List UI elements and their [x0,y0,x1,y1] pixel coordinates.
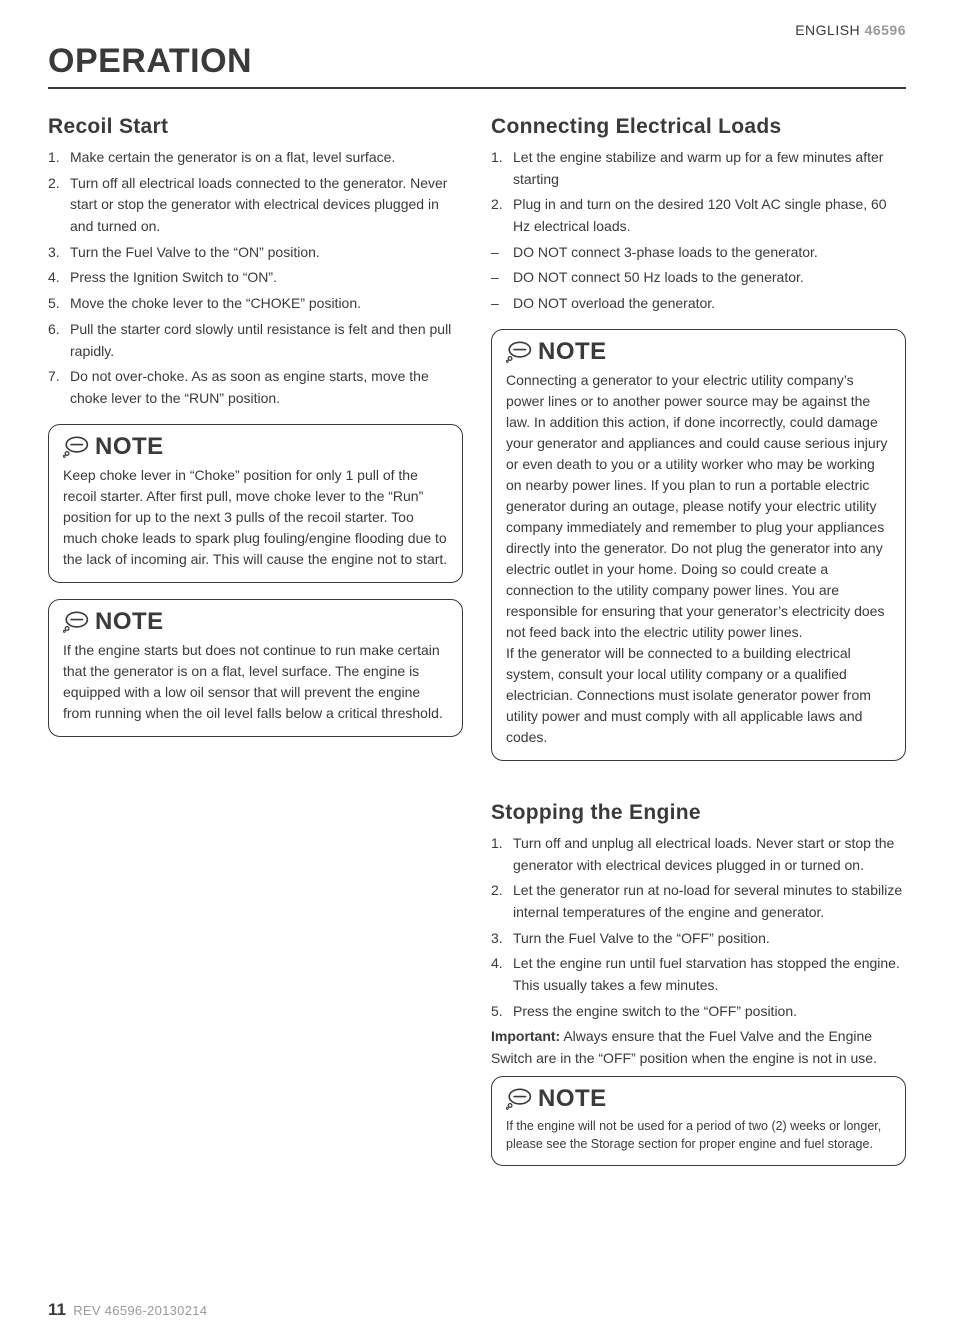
note-header: NOTE [506,338,891,366]
list-item: Let the generator run at no-load for sev… [491,880,906,923]
list-item: Turn the Fuel Valve to the “OFF” positio… [491,928,906,950]
list-item: Press the Ignition Switch to “ON”. [48,267,463,289]
note-storage: NOTE If the engine will not be used for … [491,1076,906,1166]
note-paragraph: Connecting a generator to your electric … [506,372,887,640]
note-choke: NOTE Keep choke lever in “Choke” positio… [48,424,463,583]
list-item: Make certain the generator is on a flat,… [48,147,463,169]
note-body: If the engine will not be used for a per… [506,1117,891,1153]
header-model-number: 46596 [865,22,906,38]
note-paragraph: If the generator will be connected to a … [506,645,871,745]
header-language: ENGLISH [795,22,860,38]
list-item: Move the choke lever to the “CHOKE” posi… [48,293,463,315]
note-label: NOTE [95,433,164,461]
list-item: Turn off and unplug all electrical loads… [491,833,906,876]
note-utility: NOTE Connecting a generator to your elec… [491,329,906,761]
stopping-engine-list: Turn off and unplug all electrical loads… [491,833,906,1023]
list-item: Turn off all electrical loads connected … [48,173,463,238]
do-not-list: DO NOT connect 3-phase loads to the gene… [491,242,906,315]
note-body: If the engine starts but does not contin… [63,640,448,724]
note-low-oil: NOTE If the engine starts but does not c… [48,599,463,737]
list-item: DO NOT overload the generator. [491,293,906,315]
note-header: NOTE [63,608,448,636]
note-label: NOTE [538,338,607,366]
note-body: Keep choke lever in “Choke” position for… [63,465,448,570]
note-header: NOTE [63,433,448,461]
list-item: Let the engine run until fuel starvation… [491,953,906,996]
note-body: Connecting a generator to your electric … [506,370,891,748]
thought-bubble-icon [63,611,89,633]
left-column: Recoil Start Make certain the generator … [48,115,463,1166]
footer: 11 REV 46596-20130214 [48,1300,207,1320]
content-columns: Recoil Start Make certain the generator … [48,115,906,1166]
list-item: Press the engine switch to the “OFF” pos… [491,1001,906,1023]
note-label: NOTE [538,1085,607,1113]
thought-bubble-icon [506,1088,532,1110]
page-number: 11 [48,1300,66,1319]
list-item: Let the engine stabilize and warm up for… [491,147,906,190]
revision-code: REV 46596-20130214 [73,1303,207,1318]
list-item: Pull the starter cord slowly until resis… [48,319,463,362]
recoil-start-list: Make certain the generator is on a flat,… [48,147,463,410]
note-label: NOTE [95,608,164,636]
page-title: OPERATION [48,42,906,89]
important-paragraph: Important: Always ensure that the Fuel V… [491,1026,906,1069]
thought-bubble-icon [506,341,532,363]
note-header: NOTE [506,1085,891,1113]
right-column: Connecting Electrical Loads Let the engi… [491,115,906,1166]
header-model: ENGLISH 46596 [48,22,906,38]
list-item: Do not over-choke. As as soon as engine … [48,366,463,409]
important-label: Important: [491,1028,560,1044]
list-item: Turn the Fuel Valve to the “ON” position… [48,242,463,264]
connecting-loads-list: Let the engine stabilize and warm up for… [491,147,906,238]
list-item: DO NOT connect 3-phase loads to the gene… [491,242,906,264]
section-stopping-engine-title: Stopping the Engine [491,801,906,825]
list-item: DO NOT connect 50 Hz loads to the genera… [491,267,906,289]
list-item: Plug in and turn on the desired 120 Volt… [491,194,906,237]
section-connecting-loads-title: Connecting Electrical Loads [491,115,906,139]
thought-bubble-icon [63,436,89,458]
section-recoil-start-title: Recoil Start [48,115,463,139]
